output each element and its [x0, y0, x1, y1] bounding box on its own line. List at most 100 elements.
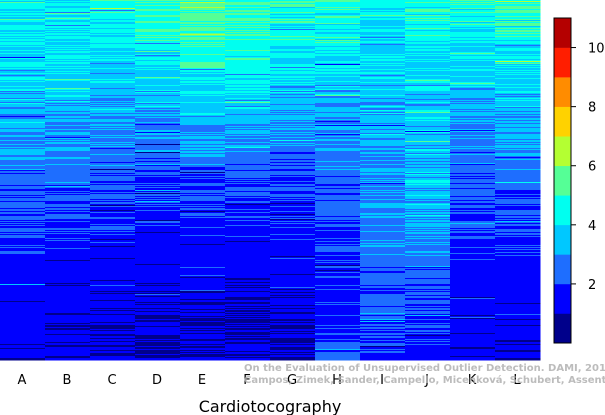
heatmap-cell-b — [45, 285, 91, 287]
heatmap-cell-d — [135, 79, 181, 86]
heatmap-cell-g — [270, 295, 316, 297]
heatmap-cell-g — [270, 239, 316, 241]
heatmap-cell-l — [495, 199, 541, 205]
heatmap-cell-j — [405, 106, 451, 111]
heatmap-cell-l — [495, 169, 541, 171]
heatmap-cell-d — [135, 125, 181, 131]
heatmap-cell-c — [90, 207, 136, 211]
heatmap-cell-h — [315, 24, 361, 26]
heatmap-cell-g — [270, 191, 316, 195]
heatmap-cell-j — [405, 133, 451, 135]
heatmap-cell-g — [270, 83, 316, 85]
heatmap-cell-e — [180, 318, 226, 322]
heatmap-cell-j — [405, 185, 451, 189]
heatmap-cell-c — [90, 79, 136, 81]
heatmap-cell-k — [450, 103, 496, 105]
heatmap-cell-i — [360, 327, 406, 330]
heatmap-cell-j — [405, 117, 451, 120]
heatmap-cell-k — [450, 299, 496, 316]
heatmap-cell-k — [450, 41, 496, 44]
heatmap-cell-f — [225, 98, 271, 100]
heatmap-cell-b — [45, 212, 91, 215]
heatmap-cell-d — [135, 86, 181, 91]
heatmap-cell-k — [450, 85, 496, 87]
heatmap-cell-b — [45, 28, 91, 30]
heatmap-cell-a — [0, 137, 46, 141]
heatmap-cell-b — [45, 30, 91, 32]
heatmap-cell-k — [450, 231, 496, 234]
heatmap-cell-e — [180, 309, 226, 311]
heatmap-cell-g — [270, 343, 316, 345]
heatmap-cell-b — [45, 144, 91, 148]
heatmap-cell-e — [180, 244, 226, 246]
heatmap-cell-c — [90, 323, 136, 326]
heatmap-cell-h — [315, 195, 361, 201]
heatmap-cell-i — [360, 231, 406, 233]
heatmap-cell-j — [405, 158, 451, 160]
heatmap-cell-a — [0, 104, 46, 108]
heatmap-cell-c — [90, 61, 136, 64]
heatmap-cell-j — [405, 341, 451, 343]
heatmap-cell-k — [450, 177, 496, 179]
heatmap-cell-c — [90, 331, 136, 335]
heatmap-cell-d — [135, 38, 181, 41]
heatmap-cell-a — [0, 170, 46, 172]
heatmap-cell-f — [225, 27, 271, 29]
heatmap-cell-l — [495, 319, 541, 321]
heatmap-cell-e — [180, 69, 226, 71]
heatmap-cell-k — [450, 2, 496, 4]
heatmap-cell-j — [405, 306, 451, 308]
heatmap-cell-i — [360, 27, 406, 30]
heatmap-cell-d — [135, 37, 181, 39]
heatmap-cell-l — [495, 150, 541, 154]
heatmap-cell-a — [0, 233, 46, 235]
heatmap-cell-f — [225, 80, 271, 85]
heatmap-cell-f — [225, 287, 271, 289]
heatmap-cell-j — [405, 174, 451, 176]
heatmap-cell-k — [450, 23, 496, 25]
heatmap-cell-l — [495, 148, 541, 150]
heatmap-cell-g — [270, 166, 316, 170]
heatmap-cell-c — [90, 68, 136, 70]
heatmap-cell-b — [45, 33, 91, 36]
heatmap-cell-e — [180, 150, 226, 152]
heatmap-cell-g — [270, 331, 316, 333]
heatmap-cell-k — [450, 221, 496, 224]
heatmap-cell-d — [135, 233, 181, 265]
heatmap-cell-c — [90, 57, 136, 59]
heatmap-cell-d — [135, 116, 181, 118]
heatmap-cell-c — [90, 22, 136, 25]
heatmap-cell-k — [450, 254, 496, 260]
heatmap-cell-i — [360, 326, 406, 328]
heatmap-cell-e — [180, 300, 226, 303]
color-legend-tick-label: 6 — [588, 160, 596, 175]
color-legend-bin — [554, 47, 571, 78]
heatmap-cell-f — [225, 93, 271, 95]
heatmap-cell-k — [450, 260, 496, 298]
heatmap-cell-f — [225, 91, 271, 94]
heatmap-cell-i — [360, 173, 406, 176]
heatmap-cell-g — [270, 145, 316, 147]
heatmap-cell-g — [270, 184, 316, 187]
heatmap-cell-g — [270, 3, 316, 5]
heatmap-cell-l — [495, 66, 541, 68]
heatmap-cell-l — [495, 67, 541, 69]
heatmap-cell-f — [225, 318, 271, 320]
heatmap-cell-e — [180, 2, 226, 4]
heatmap-cell-f — [225, 241, 271, 243]
heatmap-cell-g — [270, 175, 316, 177]
heatmap-cell-d — [135, 144, 181, 146]
heatmap-cell-c — [90, 148, 136, 150]
heatmap-cell-h — [315, 25, 361, 30]
heatmap-cell-e — [180, 24, 226, 26]
heatmap-cell-d — [135, 92, 181, 94]
heatmap-cell-a — [0, 358, 46, 361]
heatmap-cell-c — [90, 129, 136, 131]
heatmap-cell-j — [405, 141, 451, 143]
heatmap-cell-g — [270, 130, 316, 133]
heatmap-cell-a — [0, 41, 46, 43]
heatmap-cell-d — [135, 284, 181, 286]
heatmap-cell-a — [0, 107, 46, 110]
heatmap-cell-g — [270, 214, 316, 216]
heatmap-cell-e — [180, 115, 226, 117]
